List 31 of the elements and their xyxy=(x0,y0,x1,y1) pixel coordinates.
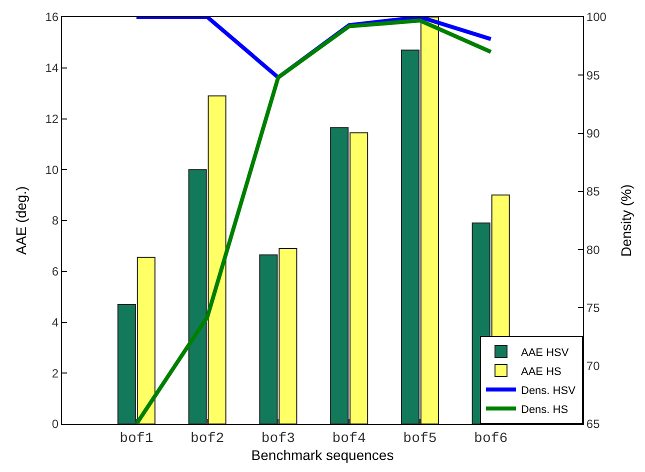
y-tick-label: 0 xyxy=(52,417,59,432)
y2-tick-label: 75 xyxy=(586,300,600,315)
y2-tick-label: 85 xyxy=(586,184,600,199)
y-tick-label: 14 xyxy=(45,61,59,76)
y-tick-label: 16 xyxy=(45,10,59,24)
y2-tick-label: 95 xyxy=(586,68,600,82)
y-tick-label: 8 xyxy=(52,214,59,228)
y-tick-label: 12 xyxy=(45,112,59,126)
y2-tick-label: 80 xyxy=(586,242,600,257)
y2-axis-title: Density (%) xyxy=(618,184,634,257)
legend-label: Dens. HSV xyxy=(521,384,576,397)
x-tick-label: bof6 xyxy=(474,430,508,447)
y-tick-label: 10 xyxy=(45,162,59,177)
line-series xyxy=(134,18,493,424)
legend-label: AAE HSV xyxy=(521,346,570,359)
y-tick-label: 2 xyxy=(52,366,59,380)
legend-label: AAE HS xyxy=(521,366,562,378)
y-tick-label: 6 xyxy=(52,264,59,279)
x-tick-label: bof4 xyxy=(332,430,366,447)
y-tick-label: 4 xyxy=(52,315,59,330)
x-tick-label: bof2 xyxy=(190,430,224,447)
legend-label: Dens. HS xyxy=(521,404,568,416)
y2-tick-label: 65 xyxy=(586,417,600,432)
y2-tick-label: 100 xyxy=(586,10,607,24)
x-axis-title: Benchmark sequences xyxy=(251,447,394,464)
y2-tick-label: 70 xyxy=(586,359,600,374)
y-axis-title: AAE (deg.) xyxy=(12,186,29,255)
x-tick-label: bof1 xyxy=(120,430,154,447)
x-tick-label: bof5 xyxy=(403,430,437,447)
x-tick-label: bof3 xyxy=(261,430,296,447)
y2-tick-label: 90 xyxy=(586,126,600,140)
